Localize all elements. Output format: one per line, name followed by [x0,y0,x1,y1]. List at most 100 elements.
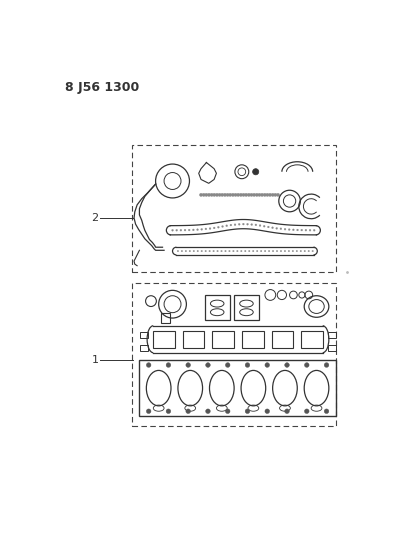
Circle shape [221,225,223,228]
Bar [234,295,259,320]
Circle shape [288,229,290,230]
Circle shape [271,193,274,196]
Circle shape [192,229,194,231]
Circle shape [213,227,215,229]
Bar [161,313,170,322]
Circle shape [166,409,171,414]
Circle shape [201,229,203,230]
Circle shape [268,251,270,252]
Circle shape [304,251,306,252]
Circle shape [225,251,226,252]
Circle shape [189,251,191,252]
Circle shape [257,251,258,252]
Circle shape [234,193,237,196]
Circle shape [180,229,182,231]
Circle shape [266,193,269,196]
Circle shape [265,251,266,252]
Circle shape [184,229,186,231]
Circle shape [276,251,278,252]
Circle shape [217,251,218,252]
Circle shape [265,363,270,367]
Circle shape [226,193,229,196]
Circle shape [312,251,314,252]
Circle shape [245,193,248,196]
Circle shape [261,251,262,252]
Circle shape [186,363,190,367]
Circle shape [166,363,171,367]
Circle shape [201,251,202,252]
Circle shape [245,251,246,252]
Circle shape [215,193,219,196]
Circle shape [267,226,269,228]
Circle shape [258,193,261,196]
Text: 2: 2 [91,213,99,223]
Circle shape [245,363,250,367]
Circle shape [304,363,309,367]
Circle shape [247,193,250,196]
Circle shape [200,193,203,196]
Circle shape [197,251,199,252]
Circle shape [229,251,230,252]
Circle shape [205,363,210,367]
Circle shape [253,193,256,196]
Circle shape [205,409,210,414]
Bar [183,331,204,348]
Circle shape [280,251,282,252]
Bar [272,331,293,348]
Bar [301,331,323,348]
Circle shape [209,228,211,230]
Circle shape [210,193,213,196]
Circle shape [221,251,222,252]
Text: 1: 1 [92,356,99,366]
Circle shape [241,251,242,252]
Circle shape [223,193,227,196]
Circle shape [226,225,227,227]
Circle shape [276,228,278,229]
Circle shape [243,223,244,225]
Circle shape [245,409,250,414]
Bar [140,345,148,351]
Circle shape [280,228,282,230]
Circle shape [277,193,280,196]
Circle shape [292,251,294,252]
Bar [212,331,234,348]
Circle shape [304,409,309,414]
Circle shape [186,409,190,414]
Circle shape [197,229,198,231]
Circle shape [225,363,230,367]
Bar [140,332,148,338]
Circle shape [272,251,274,252]
Circle shape [202,193,205,196]
Circle shape [274,193,277,196]
Circle shape [234,224,236,225]
Circle shape [205,193,208,196]
Circle shape [205,228,207,230]
Circle shape [242,193,245,196]
Circle shape [237,251,238,252]
Circle shape [229,193,232,196]
Circle shape [207,193,211,196]
Circle shape [292,229,294,231]
Circle shape [284,228,286,230]
Circle shape [272,227,273,229]
Circle shape [296,251,298,252]
Circle shape [296,229,298,231]
Circle shape [218,193,221,196]
Circle shape [263,225,265,227]
Bar [242,331,264,348]
Circle shape [185,251,187,252]
Circle shape [213,193,216,196]
Circle shape [209,251,210,252]
Circle shape [225,409,230,414]
Circle shape [146,409,151,414]
Circle shape [255,193,258,196]
Bar [139,360,336,416]
Circle shape [230,224,232,226]
Circle shape [265,409,270,414]
Bar [328,345,336,351]
Circle shape [205,251,206,252]
Circle shape [324,409,329,414]
Circle shape [146,363,151,367]
Circle shape [237,193,240,196]
Circle shape [231,193,235,196]
